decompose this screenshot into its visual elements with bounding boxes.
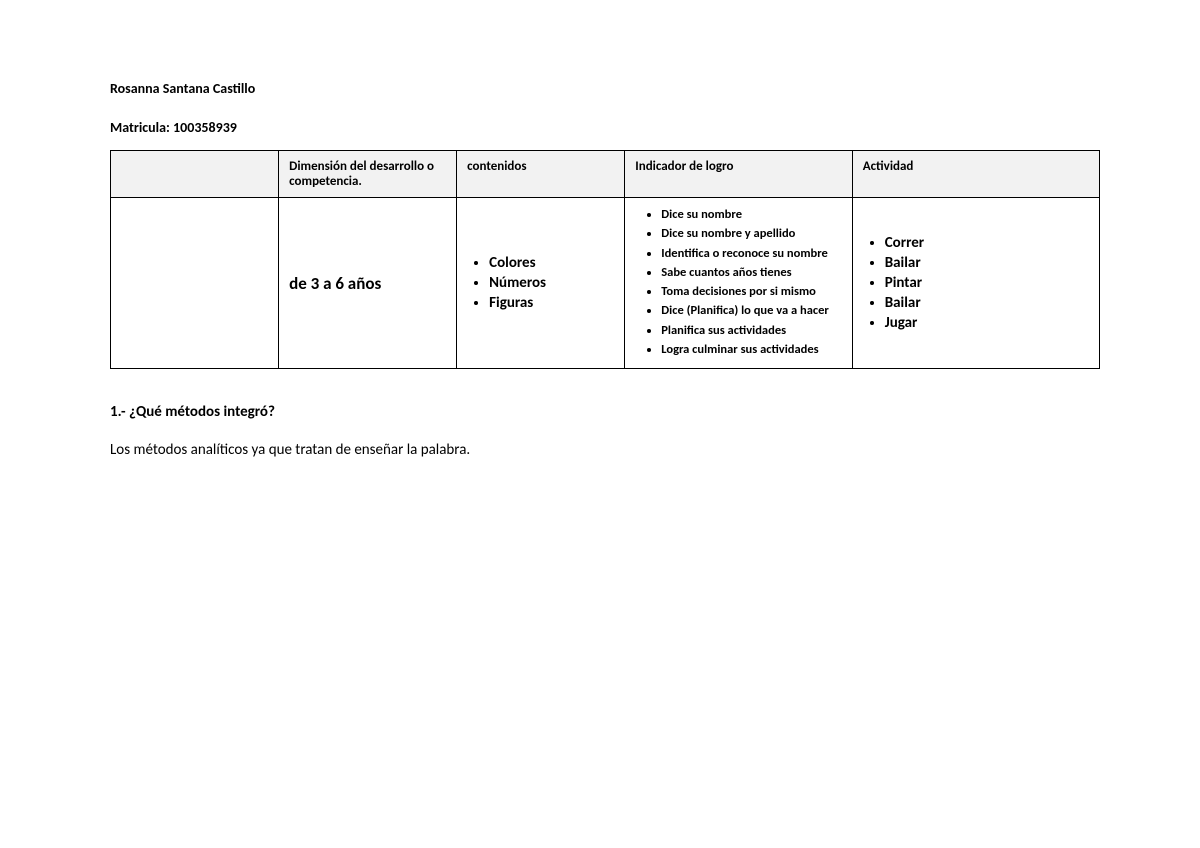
header-col5: Actividad xyxy=(852,151,1099,198)
cell-age: de 3 a 6 años xyxy=(279,198,457,369)
list-item: Sabe cuantos años tienes xyxy=(661,264,841,282)
actividades-list: Correr Bailar Pintar Bailar Jugar xyxy=(863,233,1089,333)
author-name: Rosanna Santana Castillo xyxy=(110,80,1100,97)
list-item: Bailar xyxy=(885,293,1089,313)
list-item: Dice su nombre xyxy=(661,206,841,224)
table-header-row: Dimensión del desarrollo o competencia. … xyxy=(111,151,1100,198)
header-col3: contenidos xyxy=(457,151,625,198)
list-item: Correr xyxy=(885,233,1089,253)
matricula-label: Matricula: 100358939 xyxy=(110,119,1100,136)
list-item: Identifica o reconoce su nombre xyxy=(661,245,841,263)
list-item: Logra culminar sus actividades xyxy=(661,341,841,359)
list-item: Figuras xyxy=(489,293,614,313)
contenidos-list: Colores Números Figuras xyxy=(467,253,614,313)
header-col4: Indicador de logro xyxy=(625,151,852,198)
indicadores-list: Dice su nombre Dice su nombre y apellido… xyxy=(635,206,841,359)
cell-indicadores: Dice su nombre Dice su nombre y apellido… xyxy=(625,198,852,369)
list-item: Pintar xyxy=(885,273,1089,293)
question-text: 1.- ¿Qué métodos integró? xyxy=(110,403,1100,421)
list-item: Colores xyxy=(489,253,614,273)
list-item: Jugar xyxy=(885,313,1089,333)
cell-empty xyxy=(111,198,279,369)
age-text: de 3 a 6 años xyxy=(289,273,381,294)
table-data-row: de 3 a 6 años Colores Números Figuras Di… xyxy=(111,198,1100,369)
list-item: Bailar xyxy=(885,253,1089,273)
list-item: Planifica sus actividades xyxy=(661,322,841,340)
list-item: Dice (Planifica) lo que va a hacer xyxy=(661,302,841,320)
list-item: Dice su nombre y apellido xyxy=(661,225,841,243)
curriculum-table: Dimensión del desarrollo o competencia. … xyxy=(110,150,1100,369)
answer-text: Los métodos analíticos ya que tratan de … xyxy=(110,441,1100,459)
cell-contenidos: Colores Números Figuras xyxy=(457,198,625,369)
header-col2: Dimensión del desarrollo o competencia. xyxy=(279,151,457,198)
list-item: Toma decisiones por si mismo xyxy=(661,283,841,301)
list-item: Números xyxy=(489,273,614,293)
cell-actividades: Correr Bailar Pintar Bailar Jugar xyxy=(852,198,1099,369)
header-col1 xyxy=(111,151,279,198)
